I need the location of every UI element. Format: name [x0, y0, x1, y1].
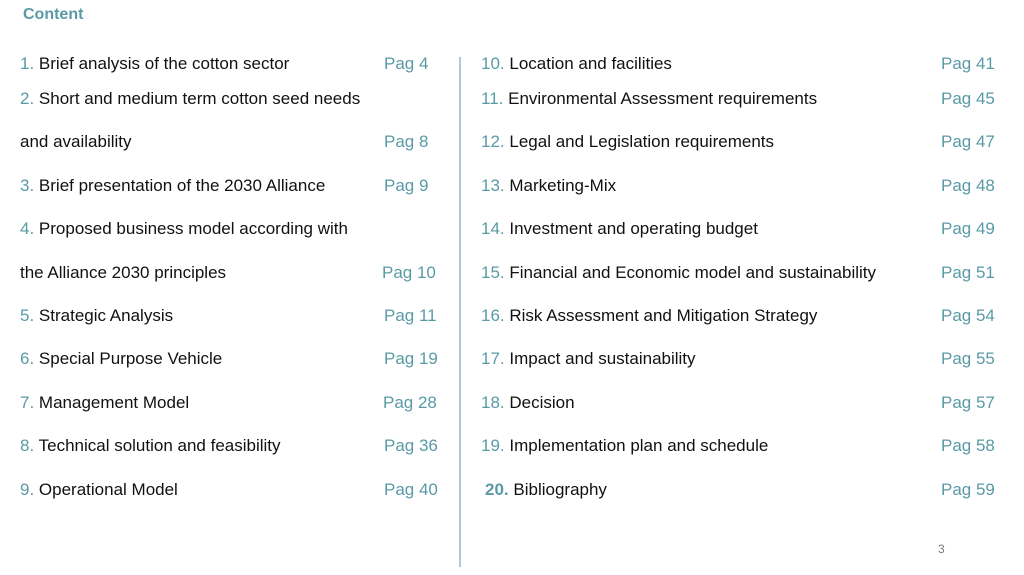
- toc-number: 15.: [481, 263, 505, 282]
- toc-item-12[interactable]: 12. Legal and Legislation requirements: [481, 132, 774, 152]
- toc-item-18[interactable]: 18. Decision: [481, 393, 575, 413]
- toc-label: Special Purpose Vehicle: [38, 349, 223, 368]
- toc-page-6: Pag 19: [384, 349, 438, 368]
- toc-item-3[interactable]: 3. Brief presentation of the 2030 Allian…: [20, 176, 325, 196]
- toc-number: 3.: [20, 176, 35, 195]
- toc-number: 11.: [481, 89, 504, 108]
- toc-item-17[interactable]: 17. Impact and sustainability: [481, 349, 696, 369]
- toc-page-13: Pag 48: [941, 176, 995, 195]
- toc-page-15: Pag 51: [941, 263, 995, 282]
- toc-number: 13.: [481, 176, 505, 195]
- toc-page-12: Pag 47: [941, 132, 995, 151]
- toc-number: 19.: [481, 436, 505, 455]
- toc-label: Marketing-Mix: [509, 176, 617, 195]
- toc-number: 17.: [481, 349, 505, 368]
- toc-number: 6.: [20, 349, 35, 368]
- toc-item-2[interactable]: 2. Short and medium term cotton seed nee…: [20, 89, 360, 109]
- toc-item-5[interactable]: 5. Strategic Analysis: [20, 306, 173, 326]
- toc-label: Risk Assessment and Mitigation Strategy: [509, 306, 818, 325]
- toc-number: 7.: [20, 393, 35, 412]
- toc-number: 1.: [20, 54, 35, 73]
- toc-number: 9.: [20, 480, 35, 499]
- page-title: Content: [23, 6, 84, 23]
- toc-page-18: Pag 57: [941, 393, 995, 412]
- toc-item-14[interactable]: 14. Investment and operating budget: [481, 219, 758, 239]
- toc-number: 20.: [485, 480, 509, 499]
- toc-page-19: Pag 58: [941, 436, 995, 455]
- toc-page-3: Pag 9: [384, 176, 429, 195]
- toc-item-4[interactable]: 4. Proposed business model according wit…: [20, 219, 348, 239]
- toc-page-5: Pag 11: [384, 306, 437, 325]
- toc-page-7: Pag 28: [383, 393, 437, 412]
- toc-item-7[interactable]: 7. Management Model: [20, 393, 189, 413]
- toc-item-1[interactable]: 1. Brief analysis of the cotton sector: [20, 54, 289, 74]
- toc-number: 10.: [481, 54, 505, 73]
- toc-label: Decision: [509, 393, 575, 412]
- toc-item-19[interactable]: 19. Implementation plan and schedule: [481, 436, 768, 456]
- toc-label: Brief analysis of the cotton sector: [38, 54, 290, 73]
- toc-number: 5.: [20, 306, 35, 325]
- toc-page-2: Pag 8: [384, 132, 429, 151]
- toc-page-17: Pag 55: [941, 349, 995, 368]
- toc-number: 4.: [20, 219, 35, 238]
- toc-number: 12.: [481, 132, 505, 151]
- toc-label: Brief presentation of the 2030 Alliance: [38, 176, 326, 195]
- toc-page-10: Pag 41: [941, 54, 995, 73]
- toc-page-4: Pag 10: [382, 263, 436, 282]
- toc-label: Implementation plan and schedule: [509, 436, 769, 455]
- toc-item-20[interactable]: 20. Bibliography: [485, 480, 607, 500]
- toc-label: Operational Model: [38, 480, 178, 499]
- toc-item-2-continued[interactable]: and availability: [20, 132, 132, 152]
- toc-label: the Alliance 2030 principles: [20, 263, 227, 282]
- toc-item-11[interactable]: 11. Environmental Assessment requirement…: [481, 89, 817, 109]
- toc-label: Short and medium term cotton seed needs: [38, 89, 361, 108]
- toc-number: 18.: [481, 393, 505, 412]
- toc-page-20: Pag 59: [941, 480, 995, 499]
- toc-page-11: Pag 45: [941, 89, 995, 108]
- toc-item-6[interactable]: 6. Special Purpose Vehicle: [20, 349, 222, 369]
- toc-item-4-continued[interactable]: the Alliance 2030 principles: [20, 263, 226, 283]
- toc-number: 8.: [20, 436, 35, 455]
- toc-item-13[interactable]: 13. Marketing-Mix: [481, 176, 616, 196]
- toc-label: Strategic Analysis: [38, 306, 174, 325]
- column-divider: [459, 57, 461, 567]
- toc-page-14: Pag 49: [941, 219, 995, 238]
- toc-label: Legal and Legislation requirements: [509, 132, 774, 151]
- toc-item-10[interactable]: 10. Location and facilities: [481, 54, 672, 74]
- toc-label: Management Model: [38, 393, 190, 412]
- page-number: 3: [938, 542, 945, 556]
- toc-label: Impact and sustainability: [509, 349, 696, 368]
- toc-label: Location and facilities: [509, 54, 672, 73]
- toc-number: 16.: [481, 306, 505, 325]
- toc-page-9: Pag 40: [384, 480, 438, 499]
- toc-page-16: Pag 54: [941, 306, 995, 325]
- toc-label: and availability: [20, 132, 132, 151]
- toc-page-1: Pag 4: [384, 54, 429, 73]
- toc-label: Proposed business model according with: [38, 219, 348, 238]
- toc-label: Environmental Assessment requirements: [508, 89, 818, 108]
- toc-number: 14.: [481, 219, 505, 238]
- toc-item-9[interactable]: 9. Operational Model: [20, 480, 178, 500]
- toc-item-15[interactable]: 15. Financial and Economic model and sus…: [481, 263, 876, 283]
- toc-item-8[interactable]: 8. Technical solution and feasibility: [20, 436, 281, 456]
- toc-label: Bibliography: [513, 480, 607, 499]
- toc-item-16[interactable]: 16. Risk Assessment and Mitigation Strat…: [481, 306, 817, 326]
- toc-label: Investment and operating budget: [509, 219, 758, 238]
- toc-label: Technical solution and feasibility: [38, 436, 281, 455]
- toc-number: 2.: [20, 89, 35, 108]
- toc-page-8: Pag 36: [384, 436, 438, 455]
- toc-label: Financial and Economic model and sustain…: [509, 263, 877, 282]
